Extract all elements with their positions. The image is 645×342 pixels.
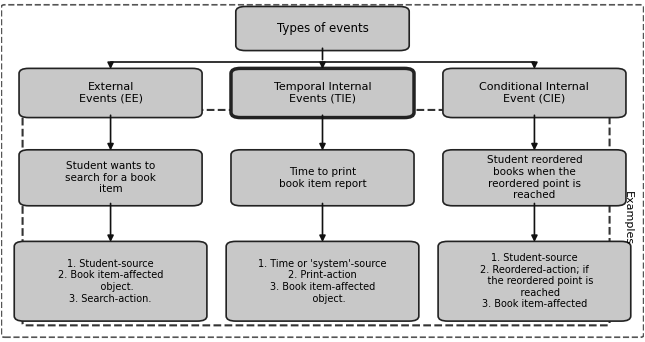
FancyBboxPatch shape: [443, 150, 626, 206]
FancyBboxPatch shape: [14, 241, 207, 321]
FancyBboxPatch shape: [226, 241, 419, 321]
FancyBboxPatch shape: [19, 68, 202, 118]
FancyBboxPatch shape: [438, 241, 631, 321]
Text: Student reordered
books when the
reordered point is
reached: Student reordered books when the reorder…: [486, 155, 582, 200]
Text: 1. Student-source
2. Reordered-action; if
    the reordered point is
    reached: 1. Student-source 2. Reordered-action; i…: [475, 253, 593, 310]
Text: Examples: Examples: [622, 190, 633, 245]
Text: Temporal Internal
Events (TIE): Temporal Internal Events (TIE): [273, 82, 372, 104]
FancyBboxPatch shape: [231, 68, 414, 118]
Text: External
Events (EE): External Events (EE): [79, 82, 143, 104]
Text: 1. Time or 'system'-source
2. Print-action
3. Book item-affected
    object.: 1. Time or 'system'-source 2. Print-acti…: [258, 259, 387, 304]
FancyBboxPatch shape: [19, 150, 202, 206]
Text: Types of events: Types of events: [277, 22, 368, 35]
FancyBboxPatch shape: [231, 150, 414, 206]
FancyBboxPatch shape: [443, 68, 626, 118]
Text: Time to print
book item report: Time to print book item report: [279, 167, 366, 188]
Text: Conditional Internal
Event (CIE): Conditional Internal Event (CIE): [479, 82, 590, 104]
FancyBboxPatch shape: [236, 6, 409, 51]
Text: 1. Student-source
2. Book item-affected
    object.
3. Search-action.: 1. Student-source 2. Book item-affected …: [58, 259, 163, 304]
Text: Student wants to
search for a book
item: Student wants to search for a book item: [65, 161, 156, 194]
